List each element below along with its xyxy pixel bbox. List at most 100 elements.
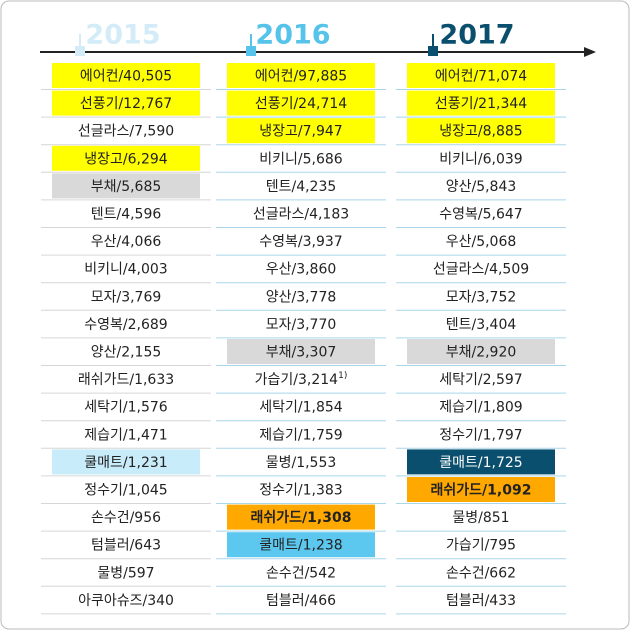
item-label: 래쉬가드/1,633 [78, 372, 174, 388]
item-text: 래쉬가드/1,308 [251, 510, 352, 526]
item-label: 정수기/1,797 [439, 427, 522, 443]
item-text: 선풍기/12,767 [80, 96, 172, 112]
item-label: 손수건/542 [266, 565, 336, 581]
item-text: 물병/1,553 [266, 455, 337, 471]
item-text: 쿨매트/1,238 [259, 538, 342, 554]
item-label: 가습기/795 [446, 538, 516, 554]
item-text: 선글라스/7,590 [78, 124, 174, 140]
item-label: 에어컨/71,074 [435, 69, 527, 85]
item-text: 가습기/3,214 [255, 372, 339, 388]
highlight [407, 477, 555, 502]
timeline-arrow [584, 47, 596, 57]
item-text: 텐트/4,596 [91, 207, 162, 223]
item-text: 냉장고/7,947 [259, 124, 342, 140]
year-marker [246, 46, 256, 56]
item-text: 제습기/1,471 [84, 427, 167, 443]
item-text: 비키니/4,003 [84, 262, 167, 278]
item-label: 선풍기/21,344 [435, 96, 527, 112]
item-text: 손수건/662 [446, 565, 516, 581]
item-label: 텐트/3,404 [446, 317, 517, 333]
item-label: 텐트/4,596 [91, 207, 162, 223]
item-text: 선풍기/21,344 [435, 96, 527, 112]
item-label: 쿨매트/1,231 [84, 455, 167, 471]
item-text: 부채/5,685 [91, 179, 162, 195]
item-text: 세탁기/1,576 [84, 400, 168, 416]
item-label: 비키니/6,039 [439, 151, 522, 167]
highlight [227, 504, 375, 530]
item-text: 물병/597 [97, 565, 154, 581]
item-label: 우산/3,860 [266, 262, 337, 278]
item-label: 세탁기/2,597 [439, 372, 522, 388]
item-text: 부채/3,307 [266, 345, 337, 361]
item-label: 가습기/3,2141) [255, 371, 348, 389]
item-label: 제습기/1,809 [439, 400, 522, 416]
highlight [407, 449, 555, 475]
item-text: 제습기/1,759 [259, 427, 342, 443]
item-note: 1) [338, 371, 347, 381]
item-text: 선글라스/4,183 [253, 207, 349, 223]
year-label: 2016 [255, 20, 330, 51]
item-label: 래쉬가드/1,092 [431, 483, 532, 499]
item-label: 제습기/1,471 [84, 427, 167, 443]
highlight [227, 532, 375, 558]
item-label: 수영복/2,689 [84, 317, 167, 333]
item-label: 비키니/5,686 [259, 151, 343, 167]
item-label: 선풍기/12,767 [80, 96, 172, 112]
item-label: 텀블러/433 [446, 593, 516, 609]
item-label: 텀블러/466 [266, 593, 336, 609]
item-label: 비키니/4,003 [84, 262, 167, 278]
highlight [227, 90, 375, 116]
item-text: 선풍기/24,714 [255, 96, 347, 112]
item-text: 우산/3,860 [266, 262, 337, 278]
item-text: 텀블러/643 [91, 538, 161, 554]
item-text: 쿨매트/1,725 [439, 455, 522, 471]
item-text: 에어컨/97,885 [255, 69, 347, 85]
item-text: 수영복/5,647 [439, 207, 522, 223]
item-label: 텀블러/643 [91, 538, 161, 554]
item-text: 텐트/3,404 [446, 317, 517, 333]
item-text: 쿨매트/1,231 [84, 455, 167, 471]
item-text: 손수건/956 [91, 510, 161, 526]
item-label: 에어컨/97,885 [255, 69, 347, 85]
highlight [407, 339, 555, 364]
item-text: 정수기/1,383 [259, 483, 342, 499]
item-label: 세탁기/1,854 [259, 400, 343, 416]
item-text: 수영복/3,937 [259, 234, 342, 250]
item-text: 아쿠아슈즈/340 [78, 593, 174, 609]
year-label: 2017 [439, 20, 514, 51]
item-text: 부채/2,920 [446, 345, 517, 361]
item-text: 비키니/5,686 [259, 151, 343, 167]
item-label: 수영복/3,937 [259, 234, 342, 250]
highlight [407, 63, 555, 88]
item-text: 비키니/6,039 [439, 151, 522, 167]
year-marker [428, 46, 438, 56]
item-label: 우산/5,068 [446, 234, 517, 250]
item-label: 선글라스/4,183 [253, 207, 349, 223]
item-text: 물병/851 [452, 510, 509, 526]
item-text: 모자/3,769 [91, 289, 162, 305]
item-label: 선글라스/7,590 [78, 124, 174, 140]
item-label: 물병/597 [97, 565, 154, 581]
item-label: 양산/3,778 [266, 289, 337, 305]
item-label: 정수기/1,045 [84, 483, 167, 499]
item-text: 세탁기/2,597 [439, 372, 522, 388]
item-label: 래쉬가드/1,308 [251, 510, 352, 526]
item-label: 부채/3,307 [266, 345, 337, 361]
item-text: 우산/4,066 [91, 234, 162, 250]
item-text: 양산/3,778 [266, 289, 337, 305]
item-label: 손수건/662 [446, 565, 516, 581]
item-text: 텐트/4,235 [266, 179, 337, 195]
item-text: 냉장고/8,885 [439, 124, 522, 140]
item-text: 손수건/542 [266, 565, 336, 581]
highlight [227, 339, 375, 364]
highlight [227, 63, 375, 88]
highlight [227, 118, 375, 144]
item-text: 모자/3,752 [446, 289, 517, 305]
item-text: 제습기/1,809 [439, 400, 522, 416]
item-text: 양산/5,843 [446, 179, 517, 195]
year-label: 2015 [85, 20, 160, 51]
item-text: 모자/3,770 [266, 317, 337, 333]
item-text: 에어컨/71,074 [435, 69, 527, 85]
item-label: 모자/3,752 [446, 289, 517, 305]
